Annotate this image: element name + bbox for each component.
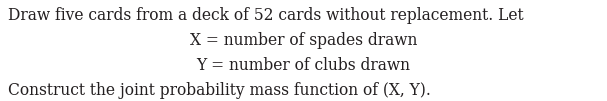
Text: Y = number of clubs drawn: Y = number of clubs drawn <box>197 57 410 74</box>
Text: Construct the joint probability mass function of (X, Y).: Construct the joint probability mass fun… <box>8 82 431 99</box>
Text: Draw five cards from a deck of 52 cards without replacement. Let: Draw five cards from a deck of 52 cards … <box>8 7 523 24</box>
Text: X = number of spades drawn: X = number of spades drawn <box>190 32 417 49</box>
